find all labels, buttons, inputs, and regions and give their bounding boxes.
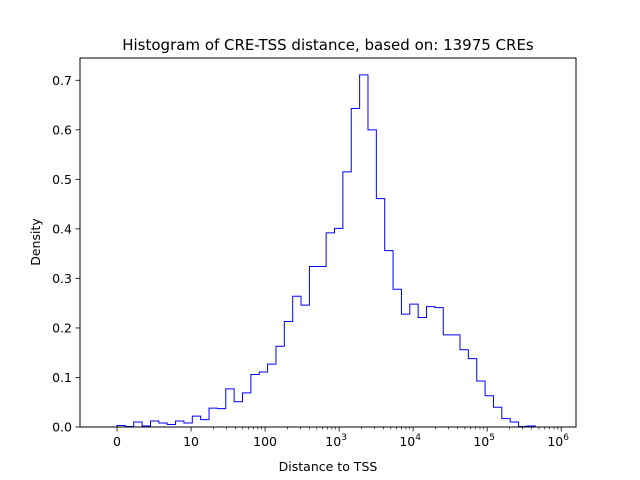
histogram-step-outline xyxy=(116,74,536,427)
y-axis-label: Density xyxy=(28,218,43,266)
plot-frame xyxy=(79,57,577,428)
histogram-bars xyxy=(116,74,536,427)
y-tick-label: 0.2 xyxy=(52,320,72,335)
y-axis-ticks: 0.0 0.1 0.2 0.3 0.4 0.5 0.6 0.7 xyxy=(52,73,80,435)
y-tick-label: 0.6 xyxy=(52,122,72,137)
y-tick-label: 0.7 xyxy=(52,73,72,88)
x-tick-label: 10 xyxy=(183,434,199,449)
y-tick-label: 0.5 xyxy=(52,172,72,187)
chart-title: Histogram of CRE-TSS distance, based on:… xyxy=(122,36,534,54)
y-tick-label: 0.3 xyxy=(52,271,72,286)
x-tick-label: 0 xyxy=(113,434,121,449)
y-tick-label: 0.0 xyxy=(52,420,72,435)
y-tick-label: 0.1 xyxy=(52,370,72,385)
y-tick-label: 0.4 xyxy=(52,221,72,236)
x-tick-label: 100 xyxy=(253,434,277,449)
x-axis-label: Distance to TSS xyxy=(279,459,378,474)
